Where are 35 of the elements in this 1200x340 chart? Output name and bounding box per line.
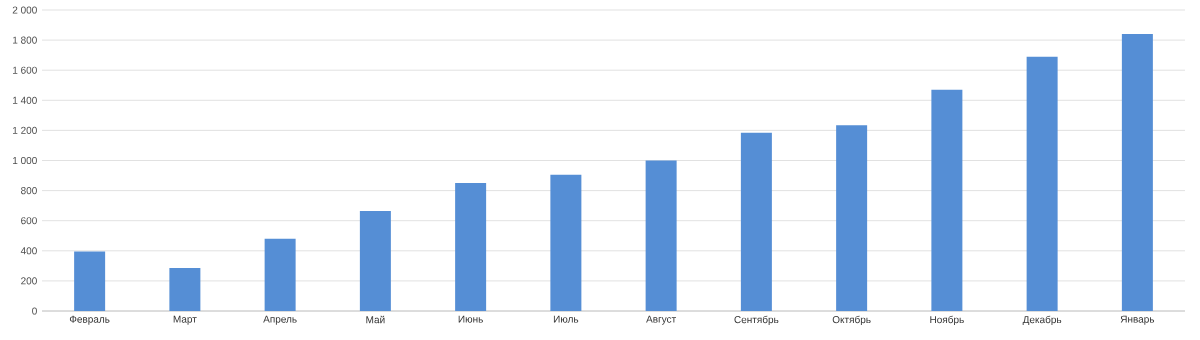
x-tick-label: Июль: [553, 315, 579, 323]
y-tick-label: 0: [32, 307, 37, 315]
bar: [931, 89, 963, 311]
x-tick-label: Июнь: [458, 315, 483, 323]
x-tick-label: Август: [646, 315, 677, 325]
y-tick-label: 1 200: [13, 126, 37, 134]
bar: [1026, 56, 1058, 311]
bar: [1121, 34, 1153, 311]
x-tick-label: Май: [366, 315, 385, 324]
bar: [645, 160, 677, 311]
y-tick-label: 1 800: [13, 36, 37, 44]
x-tick-label: Ноябрь: [930, 315, 964, 326]
y-tick-label: 600: [21, 217, 37, 225]
x-tick-label: Сентябрь: [734, 315, 779, 326]
y-tick-label: 800: [21, 187, 37, 195]
bar: [740, 132, 772, 311]
x-tick-label: Март: [173, 315, 197, 325]
bar: [550, 174, 582, 311]
bar: [264, 238, 296, 311]
bar: [359, 210, 391, 311]
x-tick-label: Декабрь: [1022, 315, 1062, 326]
x-tick-label: Январь: [1120, 315, 1155, 325]
y-tick-label: 400: [20, 247, 37, 255]
y-tick-label: 1 600: [13, 66, 37, 74]
y-tick-label: 1 000: [13, 156, 37, 165]
bar: [169, 268, 201, 311]
x-tick-label: Февраль: [69, 315, 110, 325]
x-tick-label: Октябрь: [832, 315, 871, 326]
bar: [836, 125, 868, 311]
y-tick-label: 200: [21, 277, 37, 285]
bar: [74, 251, 106, 311]
y-tick-label: 1 400: [13, 96, 37, 104]
y-tick-label: 2 000: [12, 6, 37, 14]
bar: [455, 183, 487, 311]
x-tick-label: Апрель: [263, 315, 297, 325]
